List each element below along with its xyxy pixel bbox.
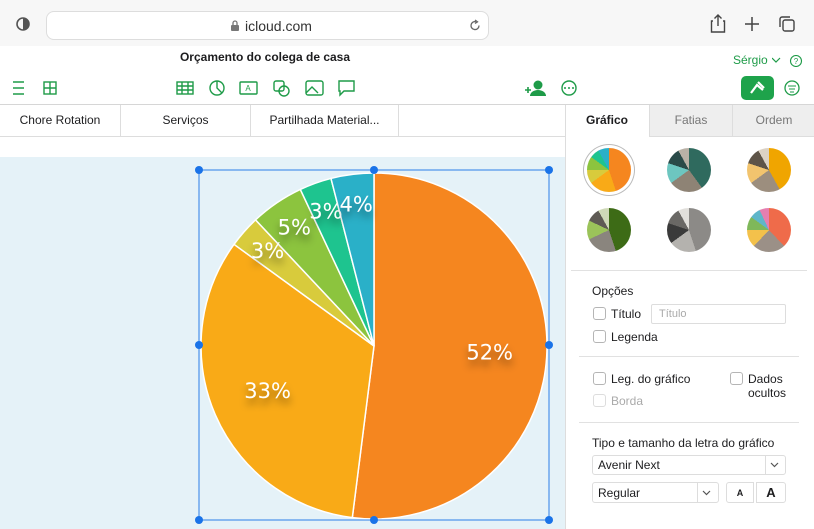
selection-handle[interactable] xyxy=(195,166,203,174)
url-field[interactable]: icloud.com xyxy=(46,11,489,40)
browser-bar: icloud.com xyxy=(0,0,814,46)
title-checkbox-label: Título xyxy=(611,307,642,321)
user-name[interactable]: Sérgio xyxy=(733,53,768,67)
data-label: 52% xyxy=(466,340,513,364)
border-checkbox xyxy=(593,394,606,407)
chart-style-thumbnail[interactable] xyxy=(747,208,791,252)
svg-text:A: A xyxy=(245,84,251,93)
data-label: 3% xyxy=(251,239,284,263)
hidden-data-label: Dados ocultos xyxy=(748,372,787,400)
legend-checkbox-label: Legenda xyxy=(611,330,658,344)
text-icon[interactable] xyxy=(239,81,258,95)
pie-slice xyxy=(200,243,375,519)
hidden-data-checkbox[interactable] xyxy=(730,372,743,385)
new-tab-icon[interactable] xyxy=(744,16,760,32)
share-icon[interactable] xyxy=(710,14,726,33)
media-icon[interactable] xyxy=(305,80,324,96)
format-button[interactable] xyxy=(741,76,774,100)
selection-handle[interactable] xyxy=(545,341,553,349)
sheet-tab[interactable]: Partilhada Material... xyxy=(251,105,399,136)
tabs-icon[interactable] xyxy=(778,15,796,33)
pie-slice xyxy=(351,172,548,520)
chart-legend-checkbox[interactable] xyxy=(593,372,606,385)
title-field[interactable]: Título xyxy=(651,304,786,324)
more-icon[interactable] xyxy=(561,80,577,96)
collaborate-icon[interactable] xyxy=(525,80,546,97)
chart[interactable]: 52%33%3%5%3%4% xyxy=(0,157,565,529)
increase-size-button[interactable]: A xyxy=(756,482,786,503)
selection-handle[interactable] xyxy=(195,516,203,524)
reload-icon[interactable] xyxy=(469,19,482,32)
selection-handle[interactable] xyxy=(370,516,378,524)
shield-icon xyxy=(16,17,30,31)
selection-handle[interactable] xyxy=(545,516,553,524)
svg-text:?: ? xyxy=(794,57,799,66)
divider xyxy=(571,270,807,271)
sheet-header xyxy=(0,137,565,157)
organize-icon[interactable] xyxy=(784,80,800,96)
data-label: 5% xyxy=(278,216,311,240)
selection-handle[interactable] xyxy=(545,166,553,174)
chart-style-thumbnail[interactable] xyxy=(747,148,791,192)
toolbar: A xyxy=(13,76,800,100)
divider xyxy=(579,356,799,357)
title-checkbox[interactable] xyxy=(593,307,606,320)
sheet-tab[interactable]: Serviços xyxy=(121,105,251,136)
data-label: 3% xyxy=(309,200,342,224)
url-text: icloud.com xyxy=(245,18,312,34)
style-select[interactable]: Regular xyxy=(592,482,719,503)
style-name: Regular xyxy=(598,486,641,500)
sheet-tab[interactable]: Chore Rotation xyxy=(0,105,121,136)
legend-checkbox[interactable] xyxy=(593,330,606,343)
font-heading: Tipo e tamanho da letra do gráfico xyxy=(592,436,775,450)
chart-style-thumbnail[interactable] xyxy=(667,208,711,252)
title-placeholder: Título xyxy=(659,308,687,320)
options-heading: Opções xyxy=(592,284,634,298)
data-label: 4% xyxy=(340,192,373,216)
chart-style-thumbnail[interactable] xyxy=(587,208,631,252)
decrease-size-button[interactable]: A xyxy=(726,482,754,503)
lock-icon xyxy=(231,20,239,31)
border-label: Borda xyxy=(611,394,644,408)
sidebar-tab[interactable]: Fatias xyxy=(649,105,732,137)
table-icon[interactable] xyxy=(176,81,194,95)
chart-legend-label: Leg. do gráfico xyxy=(611,372,691,386)
user-controls[interactable]: ? xyxy=(772,55,804,67)
chart-style-thumbnail[interactable] xyxy=(587,148,631,192)
sidebar-tab[interactable]: Gráfico xyxy=(566,105,648,136)
font-select[interactable]: Avenir Next xyxy=(592,455,786,475)
toolbar-divider xyxy=(0,104,814,105)
data-label: 33% xyxy=(244,379,291,403)
comment-icon[interactable] xyxy=(338,80,355,97)
sidebar-tab[interactable]: Ordem xyxy=(732,105,814,137)
chart-style-thumbnail[interactable] xyxy=(667,148,711,192)
selection-handle[interactable] xyxy=(370,166,378,174)
sheet-tab-bar xyxy=(0,105,565,137)
document-title: Orçamento do colega de casa xyxy=(179,50,351,64)
selection-handle[interactable] xyxy=(195,341,203,349)
font-name: Avenir Next xyxy=(598,458,660,472)
list-icon[interactable] xyxy=(13,81,24,95)
divider xyxy=(579,422,799,423)
